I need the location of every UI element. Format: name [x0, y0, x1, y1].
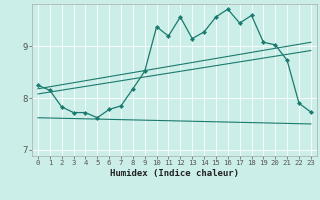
X-axis label: Humidex (Indice chaleur): Humidex (Indice chaleur) — [110, 169, 239, 178]
